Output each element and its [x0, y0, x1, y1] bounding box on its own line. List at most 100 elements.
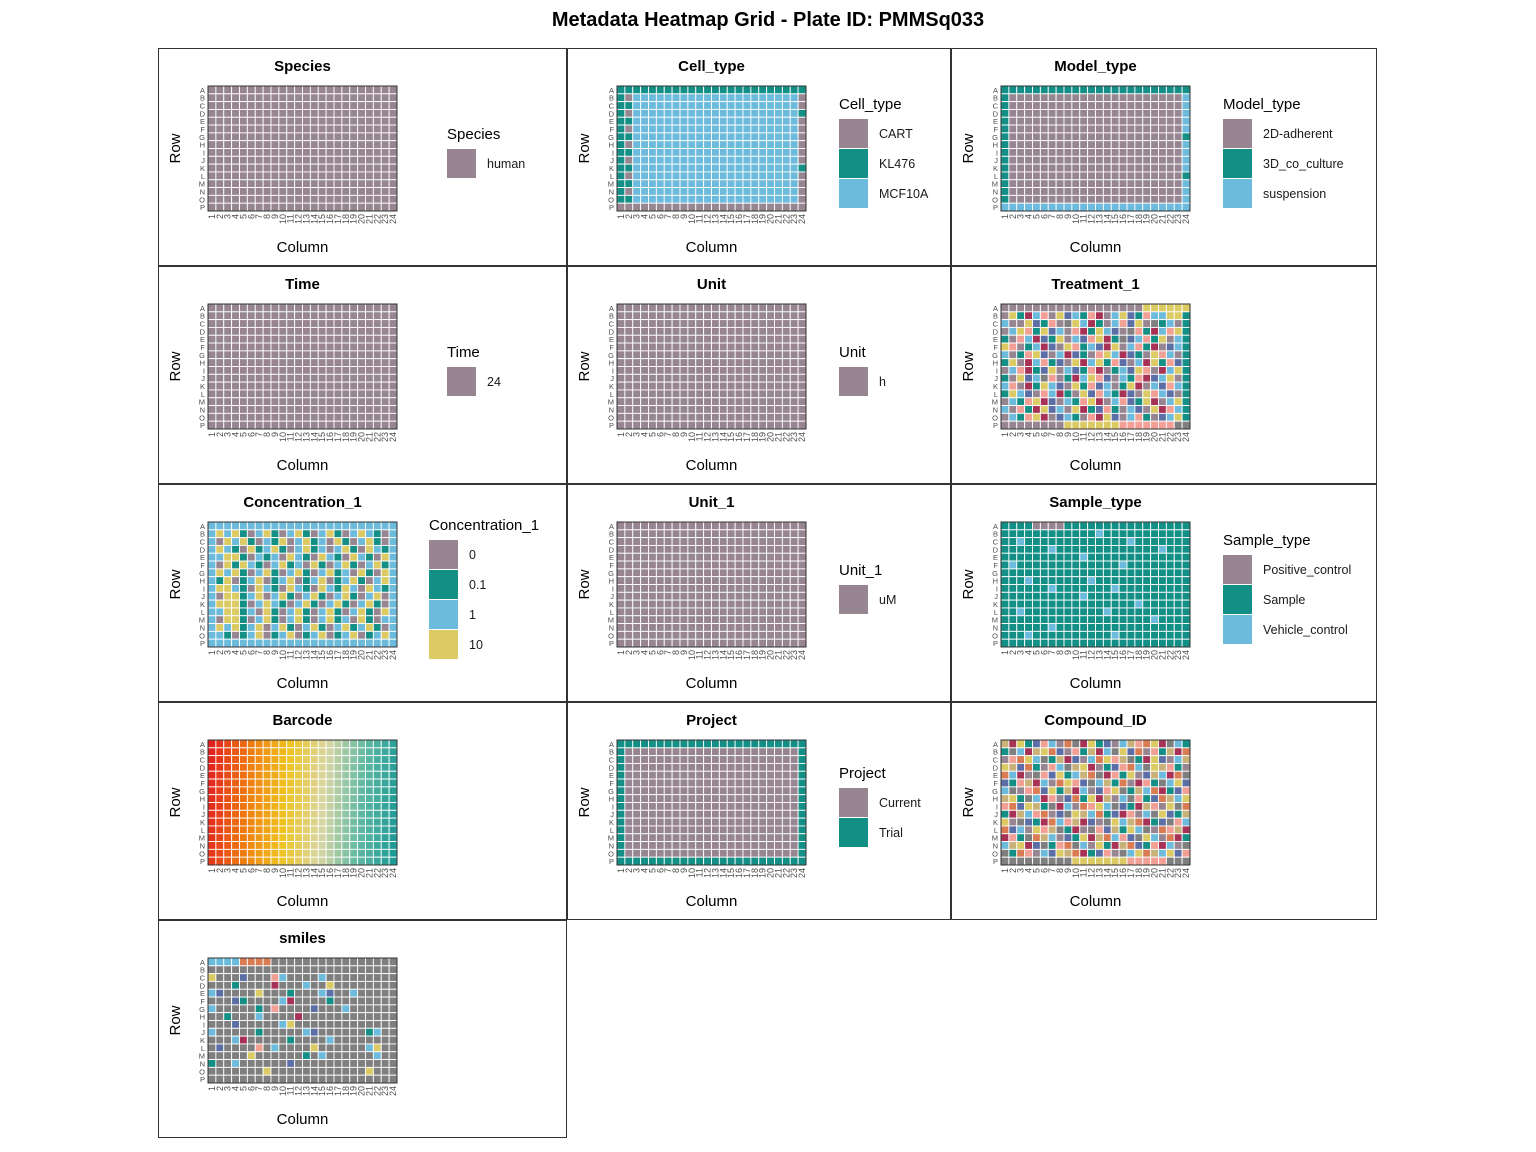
well-cell [254, 334, 264, 344]
well-cell [215, 615, 225, 625]
well-cell [302, 833, 311, 843]
well-cell [1126, 108, 1136, 118]
well-cell [1118, 303, 1128, 313]
well-cell [246, 802, 256, 811]
well-cell [703, 140, 712, 149]
well-cell [380, 833, 390, 843]
well-cell [365, 334, 374, 344]
well-cell [1071, 334, 1081, 344]
column-tick-label: 2 [624, 432, 634, 437]
well-cell [270, 420, 280, 430]
well-cell [294, 140, 303, 149]
well-cell [1032, 778, 1041, 788]
well-cell [1126, 630, 1136, 640]
well-cell [624, 187, 634, 196]
well-cell [1008, 108, 1018, 118]
well-cell [294, 132, 303, 142]
well-cell [262, 591, 272, 601]
well-cell [380, 108, 390, 118]
well-cell [758, 591, 768, 601]
well-cell [663, 778, 673, 788]
well-cell [640, 171, 649, 181]
well-cell [1047, 615, 1057, 625]
column-tick-label: 3 [223, 868, 233, 873]
well-cell [663, 848, 673, 858]
well-cell [758, 560, 768, 570]
well-cell [703, 615, 712, 625]
well-cell [207, 93, 217, 103]
well-cell [1118, 373, 1128, 383]
well-cell [1039, 140, 1049, 149]
well-cell [766, 124, 775, 134]
well-cell [246, 529, 256, 539]
well-cell [1110, 568, 1120, 578]
well-cell [317, 187, 327, 196]
well-cell [1032, 373, 1041, 383]
row-tick-label: L [201, 172, 205, 181]
well-cell [1134, 420, 1144, 430]
well-cell [341, 381, 351, 391]
panel-title: Model_type [1054, 58, 1137, 75]
well-cell [372, 560, 382, 570]
well-cell [286, 389, 296, 399]
well-cell [357, 747, 366, 757]
well-cell [207, 825, 217, 835]
well-cell [309, 560, 319, 570]
well-cell [758, 584, 768, 593]
well-cell [695, 833, 705, 843]
well-cell [781, 187, 791, 196]
well-cell [372, 124, 382, 134]
well-cell [789, 825, 799, 835]
well-cell [648, 576, 657, 585]
well-cell [687, 132, 697, 142]
well-cell [357, 319, 366, 328]
well-cell [695, 326, 705, 336]
well-cell [1032, 591, 1041, 601]
well-cell [1055, 124, 1065, 134]
well-cell [349, 623, 359, 632]
well-cell [1016, 366, 1026, 375]
well-cell [679, 599, 689, 609]
well-cell [262, 350, 272, 360]
well-cell [207, 544, 217, 554]
well-cell [207, 560, 217, 570]
well-cell [1102, 389, 1112, 399]
well-cell [349, 529, 359, 539]
column-tick-label: 12 [1087, 432, 1097, 442]
well-cell [372, 747, 382, 757]
well-cell [223, 179, 233, 189]
well-cell [655, 140, 665, 149]
well-cell [302, 537, 311, 546]
well-cell [372, 615, 382, 625]
well-cell [1016, 148, 1026, 157]
well-cell [711, 739, 720, 749]
well-cell [679, 833, 689, 843]
well-cell [365, 755, 374, 764]
well-cell [302, 755, 311, 764]
well-cell [758, 755, 768, 764]
well-cell [774, 124, 783, 134]
well-cell [616, 373, 626, 383]
well-cell [1008, 560, 1018, 570]
well-cell [687, 405, 697, 414]
well-cell [380, 132, 390, 142]
well-cell [742, 786, 752, 796]
well-cell [325, 778, 335, 788]
well-cell [239, 770, 248, 780]
legend-swatch [1223, 149, 1252, 178]
well-cell [270, 179, 280, 189]
column-tick-label: 5 [647, 432, 657, 437]
well-cell [294, 366, 303, 375]
well-cell [1173, 85, 1183, 95]
well-cell [270, 809, 280, 819]
well-cell [789, 552, 799, 562]
well-cell [254, 747, 264, 757]
well-cell [1110, 366, 1120, 375]
well-cell [789, 809, 799, 819]
well-cell [1134, 591, 1144, 601]
well-cell [789, 381, 799, 391]
well-cell [270, 101, 280, 110]
well-cell [624, 116, 634, 126]
well-cell [246, 319, 256, 328]
well-cell [1008, 755, 1018, 764]
